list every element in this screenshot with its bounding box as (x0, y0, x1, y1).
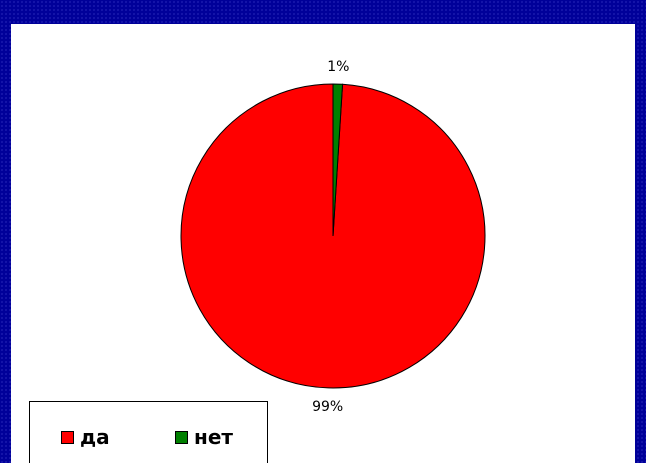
data-label-no: 1% (327, 59, 349, 75)
chart-area: 99% 1% да нет (11, 24, 635, 463)
legend: да нет (29, 401, 268, 463)
legend-item-no: нет (175, 425, 233, 449)
legend-item-yes: да (61, 425, 110, 449)
pie-chart: 99% 1% (180, 59, 486, 415)
legend-swatch-no (175, 430, 188, 444)
legend-label-no: нет (194, 425, 233, 449)
pie-slice-no (332, 83, 344, 237)
data-label-yes: 99% (312, 399, 343, 415)
legend-label-yes: да (80, 425, 110, 449)
legend-swatch-yes (61, 430, 74, 444)
